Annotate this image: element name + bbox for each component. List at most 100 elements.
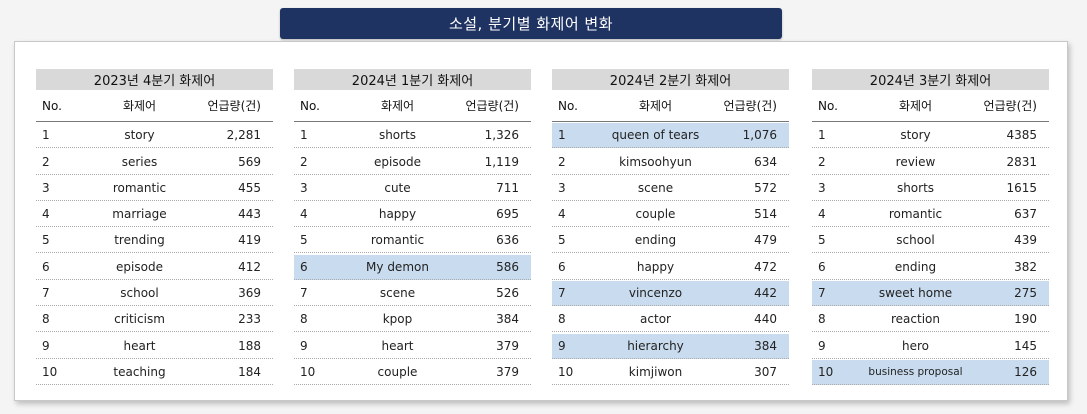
column-header-count: 언급량(건) xyxy=(207,99,261,113)
table-row: 7 scene 526 xyxy=(294,281,531,307)
table-row: 6 My demon 586 xyxy=(294,254,531,280)
table-row: 2 review 2831 xyxy=(812,150,1049,175)
keyword: ending xyxy=(634,233,677,248)
rank-number: 5 xyxy=(558,233,566,248)
rank-number: 10 xyxy=(818,364,834,379)
column-header-word: 화제어 xyxy=(122,99,157,113)
keyword: scene xyxy=(637,180,674,195)
rank-number: 8 xyxy=(558,312,566,327)
rank-number: 3 xyxy=(558,180,566,195)
keyword: cute xyxy=(384,180,411,195)
table-row: 7 sweet home 275 xyxy=(812,281,1049,307)
mention-count: 637 xyxy=(1014,207,1037,222)
keyword: shorts xyxy=(896,180,935,195)
panel-title: 2024년 2분기 화제어 xyxy=(552,69,789,90)
table-row: 2 series 569 xyxy=(36,150,273,175)
column-header-no: No. xyxy=(300,98,320,113)
table-row: 8 actor 440 xyxy=(552,307,789,333)
table-row: 6 happy 472 xyxy=(552,255,789,280)
keyword: series xyxy=(121,154,158,169)
column-header-word: 화제어 xyxy=(380,99,415,113)
keyword: school xyxy=(120,286,159,301)
keyword: scene xyxy=(379,286,416,301)
rank-number: 2 xyxy=(300,154,308,169)
rank-number: 3 xyxy=(300,180,308,195)
table-row: 4 marriage 443 xyxy=(36,202,273,228)
rank-number: 1 xyxy=(818,128,826,143)
quarter-panel-1: 2023년 4분기 화제어 No. 화제어 언급량(건) 1 story 2,281 2 ser… xyxy=(36,69,273,385)
rank-number: 9 xyxy=(300,338,308,353)
rank-number: 6 xyxy=(300,259,308,274)
keyword: vincenzo xyxy=(628,286,683,301)
table-row: 3 scene 572 xyxy=(552,176,789,201)
mention-count: 233 xyxy=(238,312,261,327)
rank-number: 5 xyxy=(42,233,50,248)
mention-count: 369 xyxy=(238,286,261,301)
mention-count: 634 xyxy=(754,154,777,169)
keyword: shorts xyxy=(378,128,417,143)
table-row: 5 romantic 636 xyxy=(294,228,531,254)
keyword: heart xyxy=(123,338,156,353)
rank-number: 7 xyxy=(818,286,826,301)
mention-count: 1,076 xyxy=(742,128,777,143)
column-header-row: No. 화제어 언급량(건) xyxy=(552,90,789,122)
mention-count: 2831 xyxy=(1006,154,1037,169)
keyword: romantic xyxy=(112,180,167,195)
column-header-count: 언급량(건) xyxy=(723,99,777,113)
mention-count: 126 xyxy=(1014,364,1037,379)
table-row: 9 heart 188 xyxy=(36,334,273,359)
rank-number: 3 xyxy=(42,180,50,195)
table-row: 10 business proposal 126 xyxy=(812,359,1049,385)
mention-count: 569 xyxy=(238,154,261,169)
keyword: actor xyxy=(640,312,671,327)
table-row: 4 happy 695 xyxy=(294,202,531,228)
panel-title: 2024년 1분기 화제어 xyxy=(294,69,531,90)
table-row: 1 story 4385 xyxy=(812,123,1049,149)
rank-number: 6 xyxy=(42,259,50,274)
rank-number: 4 xyxy=(558,207,566,222)
rank-number: 1 xyxy=(300,128,308,143)
rank-number: 4 xyxy=(42,207,50,222)
rank-number: 4 xyxy=(818,207,826,222)
rank-number: 7 xyxy=(558,286,566,301)
keyword: kimjiwon xyxy=(628,364,683,379)
mention-count: 636 xyxy=(496,233,519,248)
rank-number: 10 xyxy=(300,364,316,379)
table-row: 3 cute 711 xyxy=(294,176,531,201)
table-row: 1 story 2,281 xyxy=(36,123,273,149)
keyword: couple xyxy=(377,364,418,379)
mention-count: 439 xyxy=(1014,233,1037,248)
mention-count: 1,119 xyxy=(484,154,519,169)
keyword: My demon xyxy=(366,259,429,274)
mention-count: 572 xyxy=(754,180,777,195)
table-row: 6 ending 382 xyxy=(812,255,1049,280)
table-row: 7 vincenzo 442 xyxy=(552,281,789,307)
mention-count: 379 xyxy=(496,364,519,379)
column-header-no: No. xyxy=(558,98,578,113)
keyword: hierarchy xyxy=(627,338,684,353)
mention-count: 440 xyxy=(754,312,777,327)
rank-number: 5 xyxy=(818,233,826,248)
mention-count: 384 xyxy=(754,338,777,353)
column-header-count: 언급량(건) xyxy=(983,99,1037,113)
rank-number: 6 xyxy=(818,259,826,274)
quarter-panel-2: 2024년 1분기 화제어 No. 화제어 언급량(건) 1 shorts 1,326 2 ep… xyxy=(294,69,531,385)
table-row: 6 episode 412 xyxy=(36,255,273,280)
column-header-word: 화제어 xyxy=(638,99,673,113)
panel-title: 2024년 3분기 화제어 xyxy=(812,69,1049,90)
mention-count: 384 xyxy=(496,312,519,327)
table-row: 8 criticism 233 xyxy=(36,307,273,333)
mention-count: 307 xyxy=(754,364,777,379)
rank-number: 8 xyxy=(42,312,50,327)
table-row: 10 kimjiwon 307 xyxy=(552,360,789,385)
rank-number: 1 xyxy=(558,128,566,143)
column-header-no: No. xyxy=(818,98,838,113)
table-row: 1 queen of tears 1,076 xyxy=(552,123,789,149)
keyword: happy xyxy=(378,207,417,222)
rank-number: 4 xyxy=(300,207,308,222)
keyword: school xyxy=(896,233,935,248)
quarter-panel-4: 2024년 3분기 화제어 No. 화제어 언급량(건) 1 story 4385 2 revi… xyxy=(812,69,1049,385)
column-header-no: No. xyxy=(42,98,62,113)
rank-number: 10 xyxy=(42,364,58,379)
keyword: kimsoohyun xyxy=(619,154,692,169)
